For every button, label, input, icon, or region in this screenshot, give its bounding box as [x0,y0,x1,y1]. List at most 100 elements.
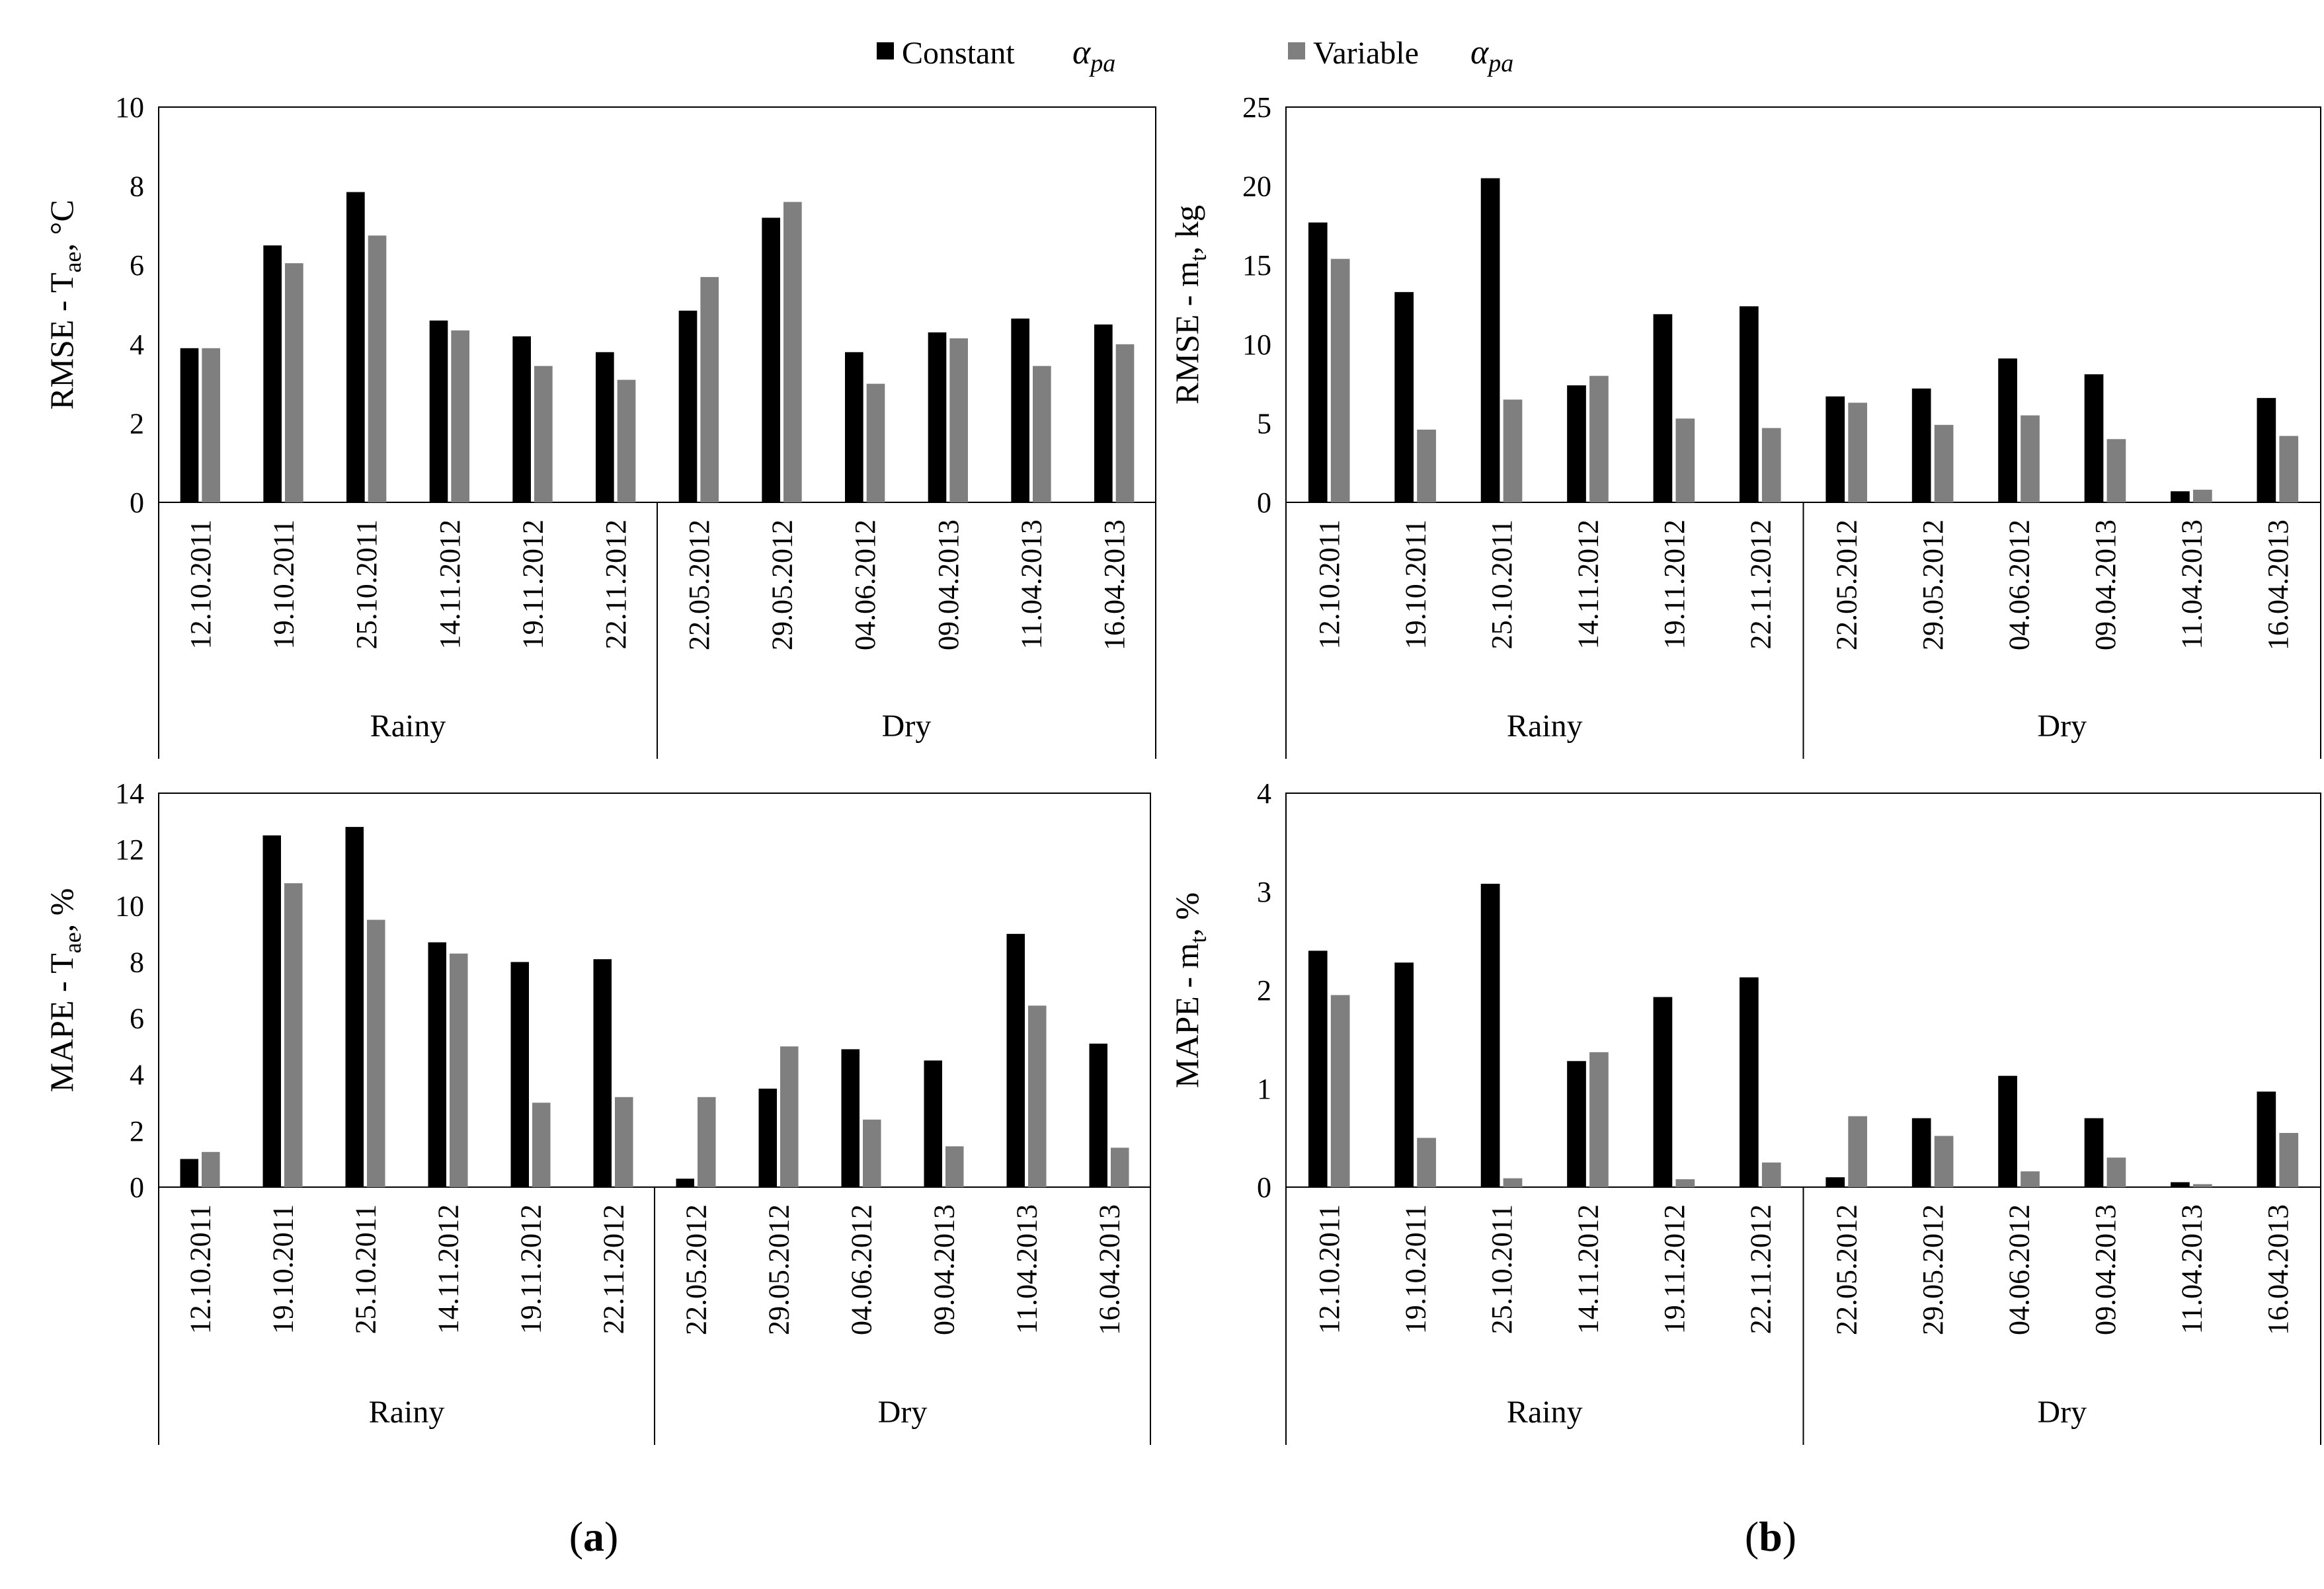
bar-constant [1825,1177,1845,1187]
bar-variable [2021,415,2040,502]
y-tick-label: 15 [1242,249,1271,282]
y-tick-label: 14 [115,777,144,810]
y-axis-label: RMSE - Tae, °C [43,200,86,410]
bar-constant [841,1049,860,1187]
y-axis-label: MAPE - mt, % [1168,892,1211,1088]
bar-variable [949,338,968,502]
bar-constant [1308,950,1328,1187]
chart-mape-tae: 0 2 4 6 8 10 12 14 MAPE - Tae, % 12.10.2011 19.10.… [43,777,1151,1445]
bar-variable [368,235,387,502]
group-label: Dry [878,1395,928,1430]
bar-constant [676,1179,694,1187]
y-tick-label: 25 [1242,91,1271,124]
bar-variable [1848,403,1868,502]
panel-label-b: (b) [1745,1513,1796,1560]
bar-variable [1675,418,1695,502]
bar-constant [1006,933,1025,1187]
bar-variable [617,379,636,502]
bar-constant [593,959,612,1187]
x-category-label: 19.11.2012 [1658,1204,1691,1334]
bar-variable [700,277,719,502]
bar-constant [346,192,365,502]
y-tick-label: 3 [1257,876,1271,908]
x-category-label: 29.05.2012 [766,520,799,650]
group-label: Rainy [1507,1395,1583,1430]
bar-constant [1089,1043,1107,1187]
bar-variable [1033,366,1051,502]
bar-constant [1825,396,1845,502]
bar-variable [285,263,303,502]
bar-constant [263,245,282,502]
bar-constant [2257,398,2276,502]
group-label: Rainy [370,709,446,744]
x-category-label: 04.06.2012 [849,520,881,650]
y-tick-label: 0 [130,1171,144,1204]
x-category-label: 16.04.2013 [2262,1204,2294,1335]
x-category-label: 14.11.2012 [432,1204,465,1334]
bar-constant [262,835,281,1187]
y-tick-label: 5 [1257,407,1271,440]
y-tick-label: 0 [1257,1171,1271,1204]
x-category-label: 11.04.2013 [2175,1204,2208,1334]
bar-variable [866,383,885,502]
bar-constant [1998,1075,2017,1187]
x-category-label: 22.11.2012 [600,520,632,649]
bar-variable [945,1146,964,1187]
x-category-label: 19.11.2012 [1658,520,1691,649]
x-category-label: 04.06.2012 [2003,1204,2036,1335]
group-label: Dry [2037,709,2087,744]
x-category-label: 19.10.2011 [267,1204,300,1334]
x-category-label: 09.04.2013 [2089,520,2122,650]
bar-variable [1675,1179,1695,1187]
group-label: Dry [882,709,932,744]
x-category-label: 29.05.2012 [1917,520,1949,650]
y-tick-label: 4 [130,329,144,361]
x-category-label: 25.10.2011 [1486,520,1518,649]
bar-constant [1094,324,1113,502]
bar-constant [429,320,448,502]
legend-symbol-variable: αpa [1470,34,1513,77]
legend-symbol-constant: αpa [1072,34,1115,77]
bar-variable [1115,344,1135,502]
x-category-label: 16.04.2013 [1094,1204,1126,1335]
bar-constant [1394,962,1414,1187]
legend-label-constant: Constant [902,36,1015,71]
bar-constant [512,336,531,502]
bar-constant [1911,388,1931,502]
x-category-label: 19.10.2011 [1400,1204,1432,1334]
x-category-label: 19.10.2011 [1400,520,1432,649]
bar-variable [1503,1178,1523,1187]
bar-constant [928,332,947,502]
bar-constant [1567,1061,1586,1187]
x-category-label: 14.11.2012 [1572,520,1604,649]
bar-variable [863,1119,881,1187]
chart-mape-mt: 0 1 2 3 4 MAPE - mt, % 12.10.2011 19.10.2011 25.… [1168,777,2321,1445]
bar-variable [1111,1147,1129,1187]
bar-variable [1589,375,1609,502]
bar-constant [2171,491,2190,502]
bar-constant [1653,997,1673,1187]
x-category-label: 25.10.2011 [350,520,383,649]
x-category-label: 09.04.2013 [928,1204,961,1335]
bar-variable [450,953,468,1187]
x-category-label: 25.10.2011 [350,1204,382,1334]
bar-constant [2084,374,2104,502]
bar-variable [1934,424,1954,502]
bar-constant [924,1060,942,1187]
x-category-label: 29.05.2012 [1917,1204,1949,1335]
bar-variable [1028,1005,1047,1187]
bar-variable [2279,436,2299,502]
x-category-label: 16.04.2013 [2262,520,2294,650]
bar-variable [1934,1136,1954,1187]
x-category-label: 12.10.2011 [1313,1204,1345,1334]
y-tick-label: 20 [1242,171,1271,203]
y-tick-label: 2 [130,407,144,440]
y-tick-label: 4 [130,1059,144,1091]
y-tick-label: 1 [1257,1073,1271,1105]
bar-variable [284,883,303,1187]
bar-constant [2171,1182,2190,1187]
legend-label-variable: Variable [1313,36,1419,71]
bar-constant [1480,884,1500,1187]
